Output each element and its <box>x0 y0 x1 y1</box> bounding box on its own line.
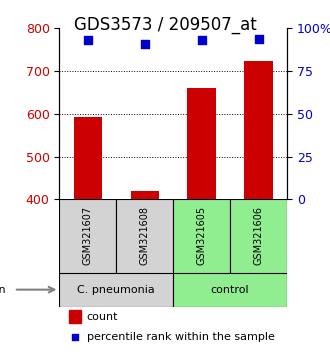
Bar <box>69 310 81 323</box>
Text: C. pneumonia: C. pneumonia <box>78 285 155 295</box>
Text: GSM321608: GSM321608 <box>140 206 150 266</box>
Text: GSM321607: GSM321607 <box>83 206 93 266</box>
Text: GSM321606: GSM321606 <box>254 206 264 266</box>
FancyBboxPatch shape <box>59 273 173 307</box>
Point <box>72 334 78 339</box>
Text: GSM321605: GSM321605 <box>197 206 207 266</box>
FancyBboxPatch shape <box>59 199 116 273</box>
Bar <box>245 61 273 199</box>
FancyBboxPatch shape <box>173 199 230 273</box>
Point <box>199 38 204 43</box>
Text: count: count <box>87 312 118 322</box>
Text: percentile rank within the sample: percentile rank within the sample <box>87 332 275 342</box>
FancyBboxPatch shape <box>230 199 287 273</box>
Point <box>85 38 90 43</box>
Point <box>256 36 261 41</box>
Text: control: control <box>211 285 249 295</box>
Bar <box>187 88 216 199</box>
Text: GDS3573 / 209507_at: GDS3573 / 209507_at <box>74 16 256 34</box>
Bar <box>74 117 102 199</box>
FancyBboxPatch shape <box>173 273 287 307</box>
Point <box>142 41 148 46</box>
FancyBboxPatch shape <box>116 199 173 273</box>
Bar <box>131 191 159 199</box>
Text: infection: infection <box>0 285 6 295</box>
